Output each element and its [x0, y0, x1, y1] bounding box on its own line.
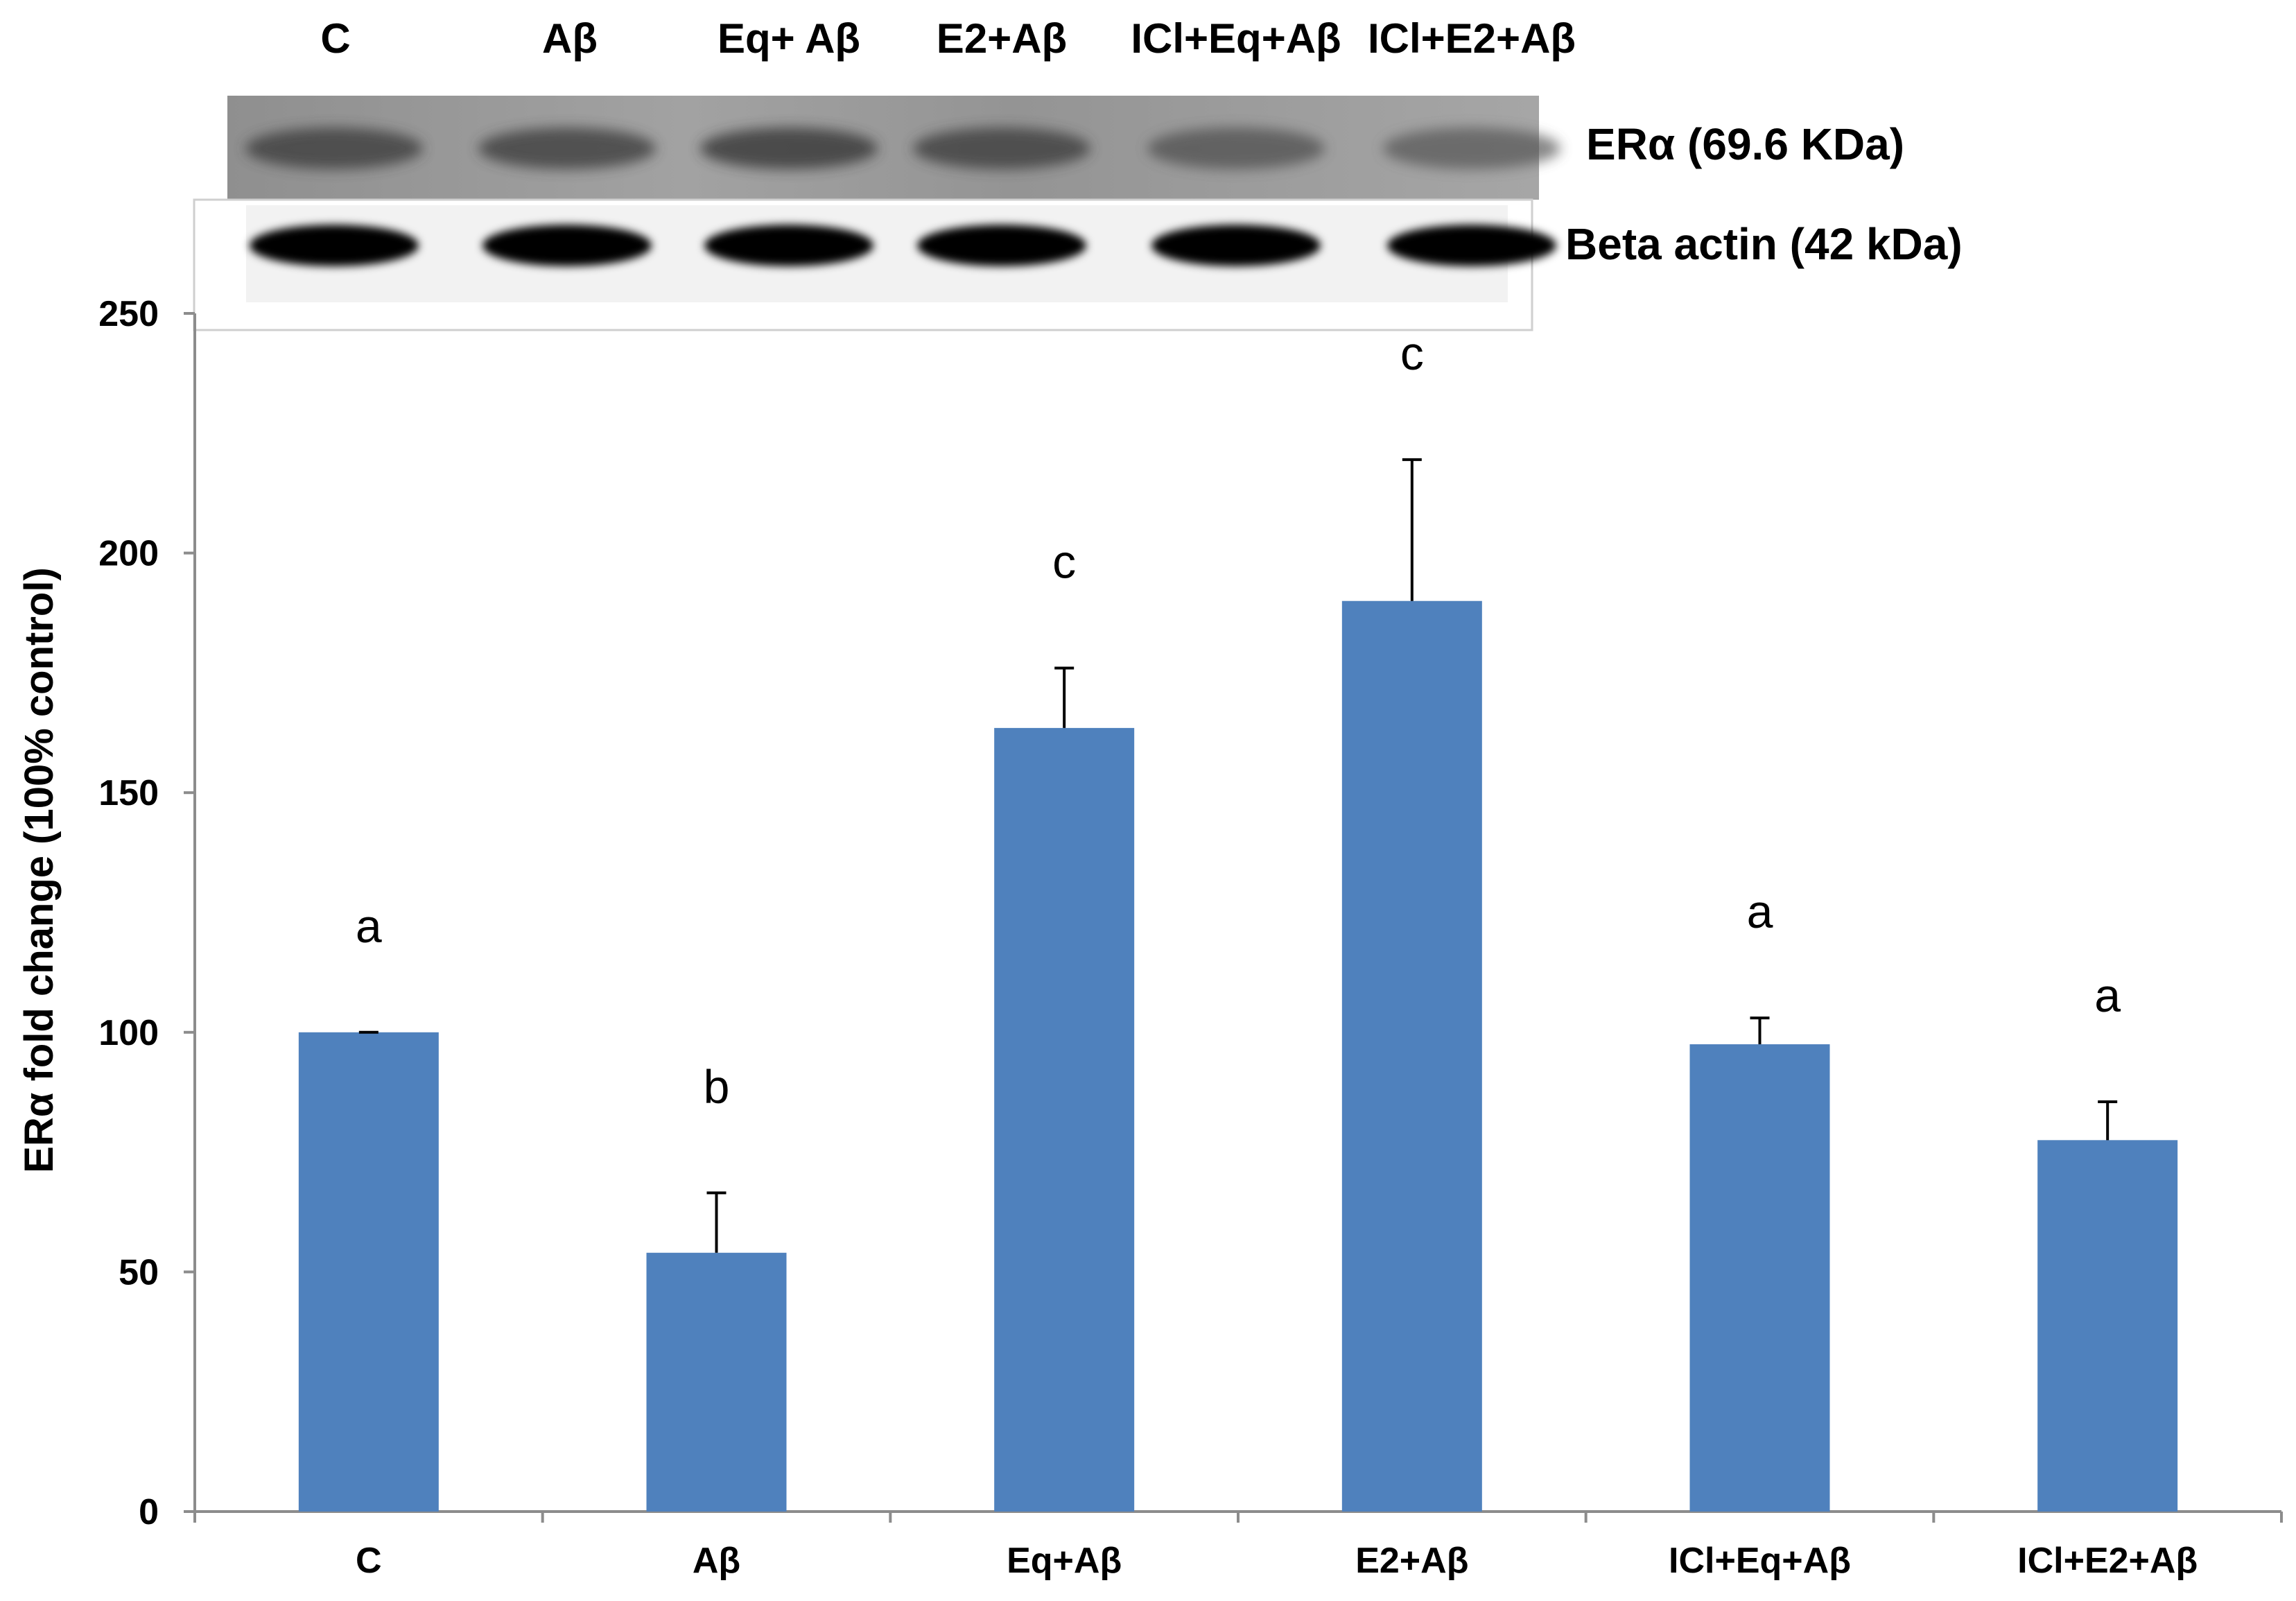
significance-letter: a — [356, 900, 382, 953]
significance-letter: a — [1747, 885, 1773, 938]
actin-band — [704, 225, 873, 266]
x-axis — [193, 1510, 2283, 1523]
bar — [298, 1032, 439, 1512]
era-band — [700, 128, 878, 169]
y-tick-label: 50 — [119, 1252, 159, 1292]
category-label: Aβ — [693, 1541, 740, 1581]
actin-band — [917, 225, 1086, 266]
lane-label-2: Aβ — [542, 15, 598, 62]
blot-lane-labels: C Aβ Eq+ Aβ E2+Aβ ICl+Eq+Aβ ICl+E2+Aβ — [320, 15, 1576, 62]
lane-label-6: ICl+E2+Aβ — [1368, 15, 1576, 62]
actin-blot-inner — [246, 205, 1508, 302]
bar — [2037, 1140, 2178, 1512]
actin-band-label: Beta actin (42 kDa) — [1565, 219, 1963, 269]
era-band — [1147, 128, 1325, 169]
y-axis — [184, 312, 196, 1513]
era-band — [245, 128, 423, 169]
category-label: E2+Aβ — [1355, 1541, 1468, 1581]
y-tick-label: 200 — [98, 534, 159, 574]
actin-bands — [250, 225, 1556, 266]
actin-band — [250, 225, 419, 266]
significance-letters: a b c c a a — [356, 327, 2121, 1114]
era-band — [913, 128, 1090, 169]
actin-band — [1387, 225, 1556, 266]
bar — [994, 727, 1135, 1512]
actin-band — [482, 225, 652, 266]
bars — [298, 600, 2178, 1512]
era-bands — [245, 128, 1560, 169]
era-band-label: ERα (69.6 KDa) — [1586, 119, 1904, 169]
actin-band — [1151, 225, 1321, 266]
category-label: ICl+Eq+Aβ — [1669, 1541, 1851, 1581]
y-tick-label: 250 — [98, 294, 159, 334]
significance-letter: a — [2094, 969, 2121, 1022]
significance-letter: c — [1400, 327, 1424, 380]
bar — [646, 1252, 787, 1512]
significance-letter: c — [1052, 535, 1076, 588]
lane-label-5: ICl+Eq+Aβ — [1131, 15, 1341, 62]
bar — [1689, 1044, 1830, 1512]
category-labels: C Aβ Eq+Aβ E2+Aβ ICl+Eq+Aβ ICl+E2+Aβ — [356, 1541, 2198, 1581]
era-band — [1383, 128, 1560, 169]
significance-letter: b — [704, 1060, 730, 1113]
western-blot: C Aβ Eq+ Aβ E2+Aβ ICl+Eq+Aβ ICl+E2+Aβ ER… — [193, 15, 1963, 331]
y-axis-label: ERα fold change (100% control) — [17, 567, 62, 1173]
category-label: ICl+E2+Aβ — [2017, 1541, 2198, 1581]
lane-label-4: E2+Aβ — [937, 15, 1067, 62]
y-tick-label: 150 — [98, 773, 159, 813]
y-tick-label: 100 — [98, 1013, 159, 1053]
era-blot-strip — [227, 96, 1539, 200]
error-bars — [358, 458, 2118, 1253]
bar — [1341, 600, 1482, 1512]
y-tick-label: 0 — [139, 1492, 159, 1532]
category-label: Eq+Aβ — [1007, 1541, 1122, 1581]
lane-label-1: C — [320, 15, 350, 62]
lane-label-3: Eq+ Aβ — [718, 15, 860, 62]
era-band — [478, 128, 656, 169]
y-tick-labels: 0 50 100 150 200 250 — [98, 294, 159, 1532]
category-label: C — [356, 1541, 382, 1581]
